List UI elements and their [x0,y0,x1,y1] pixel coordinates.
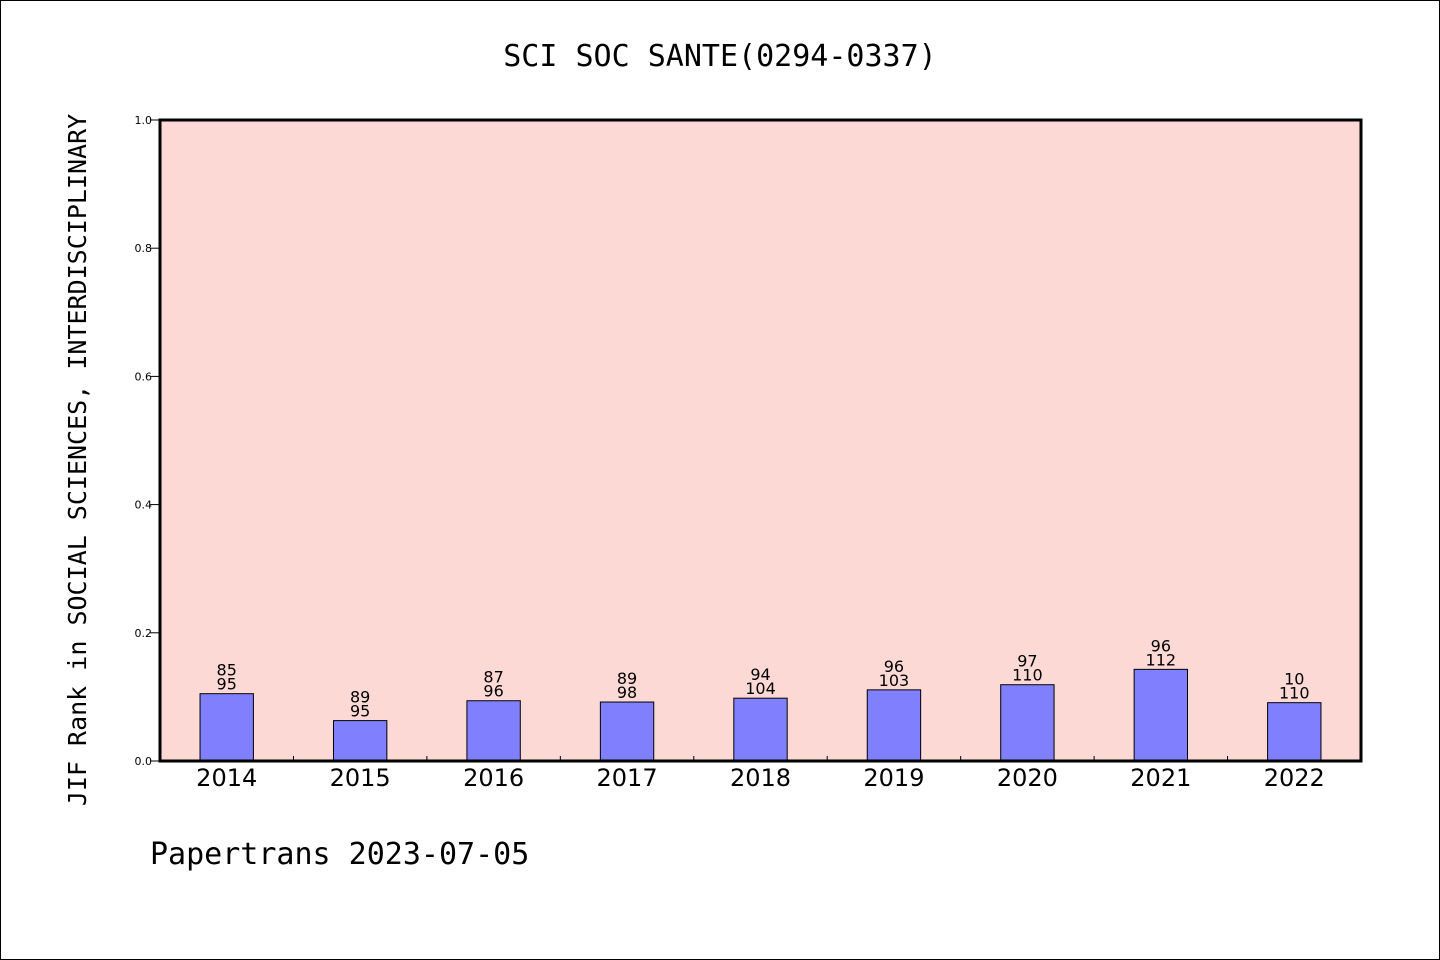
y-tick-label: 1.0 [135,114,153,127]
bar-label-bottom: 95 [350,702,370,721]
bar-label-top: 89 [617,669,637,688]
bar-label-bottom: 110 [1279,684,1310,703]
bar-label-bottom: 104 [745,679,776,698]
bar-label-top: 96 [884,657,904,676]
bar-label-top: 89 [350,688,370,707]
bar [332,720,388,762]
plot-border [158,118,1363,763]
x-tick-label: 2021 [1130,764,1191,792]
x-tick-label: 2022 [1264,764,1325,792]
y-axis-ticks: 0.0 0.2 0.4 0.6 0.8 1.0 [135,114,160,768]
bar [1267,702,1322,762]
x-tick-label: 2020 [997,764,1058,792]
bar-label-bottom: 110 [1012,666,1043,685]
bar-label-top: 85 [217,661,237,680]
y-axis-label: JIF Rank in SOCIAL SCIENCES, INTERDISCIP… [63,114,92,806]
bar-label-top: 94 [750,665,770,684]
y-tick-label: 0.0 [135,755,153,768]
bar [1000,684,1055,762]
y-tick-label: 0.2 [135,627,153,640]
footer-text: Papertrans 2023-07-05 [150,837,529,872]
chart-title: SCI SOC SANTE(0294-0337) [503,39,936,74]
bar-label-top: 97 [1017,652,1037,671]
bar [733,697,788,762]
x-axis-ticks: 2014 2015 2016 2017 2018 2019 2020 2021 2022 [196,756,1325,792]
bar-label-bottom: 95 [217,675,237,694]
x-tick-label: 2016 [463,764,524,792]
bar [599,701,655,762]
bar-label-top: 87 [483,668,503,687]
y-tick-label: 0.8 [135,242,153,255]
x-tick-label: 2017 [597,764,658,792]
bar [466,700,521,762]
bar [866,689,922,762]
bar-label-top: 10 [1284,670,1304,689]
x-tick-label: 2018 [730,764,791,792]
y-tick-label: 0.4 [135,499,153,512]
x-tick-label: 2019 [863,764,924,792]
bar [199,693,254,762]
x-tick-label: 2014 [196,764,257,792]
bar-label-bottom: 96 [483,682,503,701]
bars [199,668,1322,762]
bar-label-top: 96 [1151,636,1171,655]
plot-area [160,120,1361,761]
bar-label-bottom: 98 [617,683,637,702]
bar [1133,668,1189,762]
bar-label-bottom: 112 [1146,650,1177,669]
bar-label-bottom: 103 [879,671,910,690]
x-tick-label: 2015 [330,764,391,792]
y-tick-label: 0.6 [135,370,153,383]
